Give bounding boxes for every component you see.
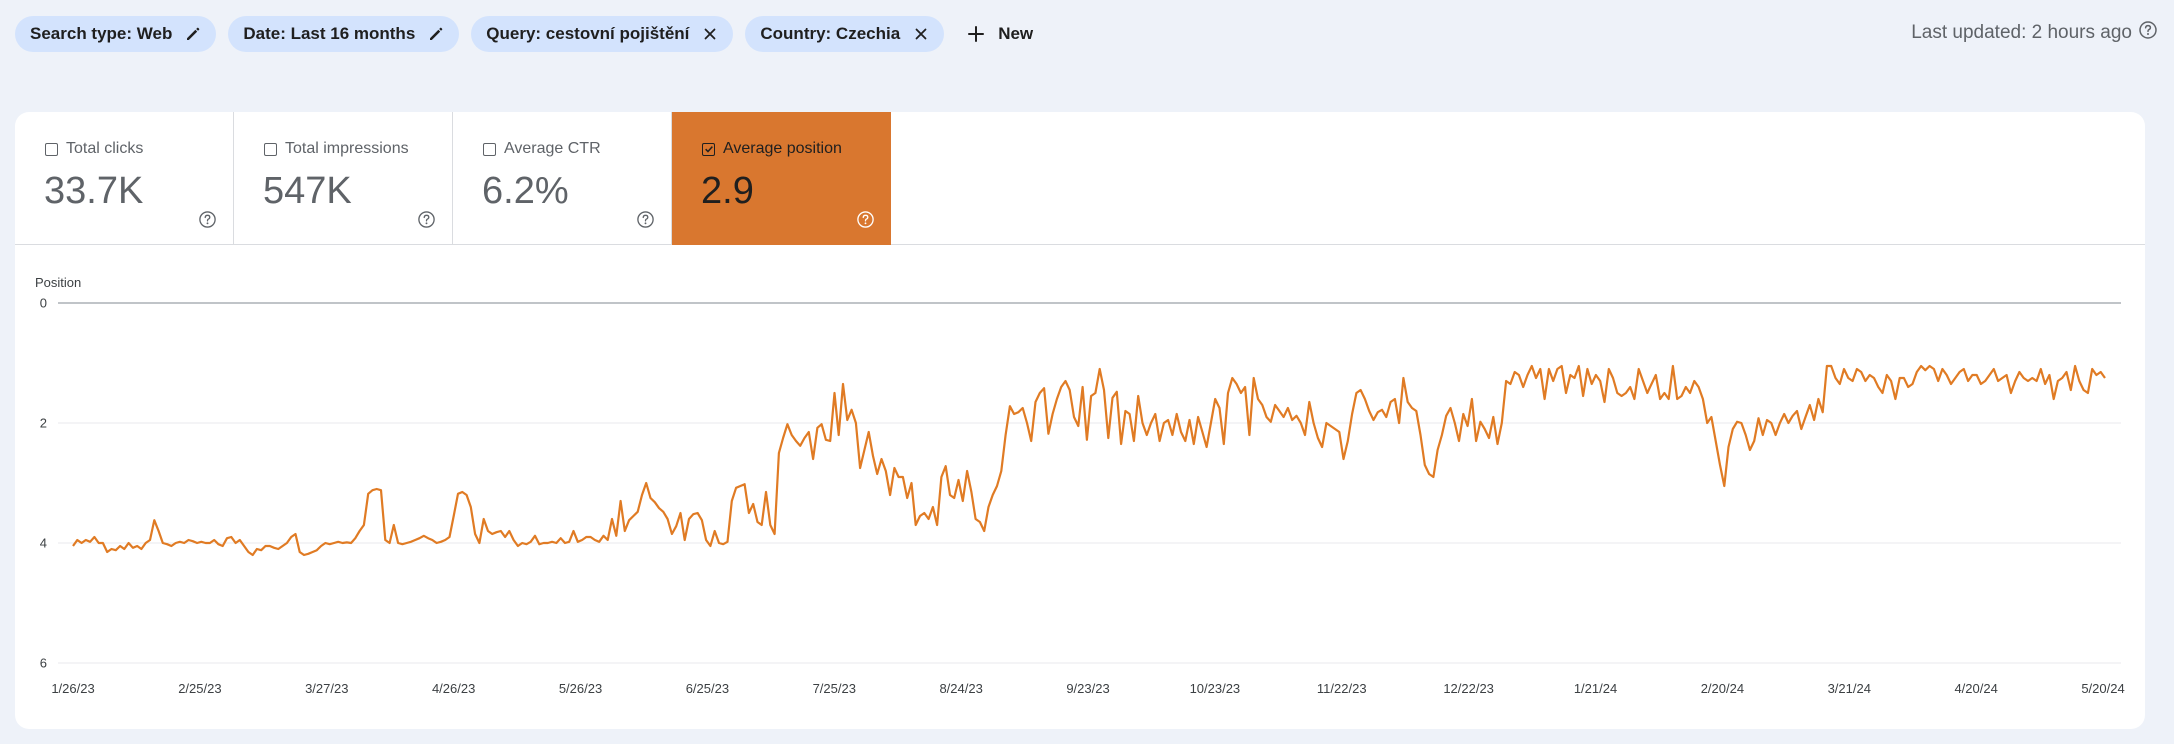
metric-checkbox[interactable] bbox=[483, 142, 496, 156]
metric-tab[interactable]: Total impressions 547K bbox=[234, 112, 453, 245]
y-tick-label: 6 bbox=[40, 656, 47, 671]
metric-label: Total clicks bbox=[66, 140, 144, 157]
x-tick-label: 4/20/24 bbox=[1954, 681, 1997, 696]
metric-value: 33.7K bbox=[44, 170, 144, 212]
y-tick-label: 2 bbox=[40, 416, 47, 431]
last-updated-label: Last updated: 2 hours ago bbox=[1911, 22, 2132, 43]
filter-chip-label: Search type: Web bbox=[30, 24, 173, 43]
x-tick-label: 5/26/23 bbox=[559, 681, 602, 696]
help-icon[interactable] bbox=[417, 210, 436, 229]
metric-header: Average CTR bbox=[483, 140, 601, 158]
filter-chip-label: Query: cestovní pojištění bbox=[486, 24, 690, 43]
new-filter-label: New bbox=[998, 24, 1034, 43]
x-tick-label: 10/23/23 bbox=[1190, 681, 1241, 696]
metric-label: Average position bbox=[723, 140, 842, 157]
x-tick-label: 7/25/23 bbox=[813, 681, 856, 696]
metric-tab[interactable]: Average CTR 6.2% bbox=[453, 112, 672, 245]
metric-header: Total clicks bbox=[45, 140, 143, 158]
x-tick-label: 9/23/23 bbox=[1066, 681, 1109, 696]
x-tick-label: 1/26/23 bbox=[51, 681, 94, 696]
filter-chip[interactable]: Date: Last 16 months bbox=[228, 16, 460, 52]
metric-tab[interactable]: Average position 2.9 bbox=[672, 112, 891, 245]
performance-card: Total clicks 33.7K Total impressions 547K Av… bbox=[15, 112, 2145, 729]
x-tick-label: 6/25/23 bbox=[686, 681, 729, 696]
plus-icon bbox=[966, 24, 986, 44]
help-icon[interactable] bbox=[636, 210, 655, 229]
x-tick-label: 4/26/23 bbox=[432, 681, 475, 696]
divider bbox=[891, 244, 2145, 245]
help-icon[interactable] bbox=[856, 210, 875, 229]
filter-chip-label: Date: Last 16 months bbox=[243, 24, 416, 43]
help-icon[interactable] bbox=[198, 210, 217, 229]
pencil-icon[interactable] bbox=[427, 25, 445, 43]
x-tick-label: 2/25/23 bbox=[178, 681, 221, 696]
pencil-icon[interactable] bbox=[184, 25, 202, 43]
new-filter-button[interactable]: New bbox=[956, 16, 1043, 52]
x-tick-label: 1/21/24 bbox=[1574, 681, 1617, 696]
metric-header: Average position bbox=[702, 140, 842, 158]
metric-header: Total impressions bbox=[264, 140, 409, 158]
metric-label: Total impressions bbox=[285, 140, 409, 157]
metric-checkbox[interactable] bbox=[264, 142, 277, 156]
metric-checkbox[interactable] bbox=[45, 142, 58, 156]
y-axis-title: Position bbox=[35, 275, 81, 290]
metric-tabs: Total clicks 33.7K Total impressions 547K Av… bbox=[15, 112, 891, 245]
metric-value: 6.2% bbox=[482, 170, 569, 212]
x-tick-label: 8/24/23 bbox=[939, 681, 982, 696]
x-tick-label: 3/21/24 bbox=[1828, 681, 1871, 696]
y-tick-label: 0 bbox=[40, 296, 47, 311]
filter-chip[interactable]: Query: cestovní pojištění bbox=[471, 16, 734, 52]
metric-label: Average CTR bbox=[504, 140, 601, 157]
x-tick-label: 2/20/24 bbox=[1701, 681, 1744, 696]
y-tick-label: 4 bbox=[40, 536, 47, 551]
last-updated: Last updated: 2 hours ago bbox=[1911, 20, 2158, 46]
filter-bar: Search type: Web Date: Last 16 months Quer… bbox=[15, 15, 1043, 53]
x-tick-label: 3/27/23 bbox=[305, 681, 348, 696]
position-chart: Position 0 2 4 6 1/26/23 2/25/23 3/27/23 4/26/23… bbox=[35, 275, 2125, 696]
filter-chip[interactable]: Search type: Web bbox=[15, 16, 217, 52]
close-icon[interactable] bbox=[912, 25, 930, 43]
metric-value: 547K bbox=[263, 170, 352, 212]
metric-tab[interactable]: Total clicks 33.7K bbox=[15, 112, 234, 245]
x-tick-label: 5/20/24 bbox=[2081, 681, 2124, 696]
help-icon[interactable] bbox=[2138, 20, 2158, 46]
x-tick-label: 11/22/23 bbox=[1317, 681, 1367, 696]
metric-value: 2.9 bbox=[701, 170, 754, 212]
filter-chip[interactable]: Country: Czechia bbox=[745, 16, 945, 52]
filter-chip-label: Country: Czechia bbox=[760, 24, 901, 43]
close-icon[interactable] bbox=[701, 25, 719, 43]
metric-checkbox[interactable] bbox=[702, 142, 715, 156]
x-tick-label: 12/22/23 bbox=[1443, 681, 1494, 696]
series-line bbox=[72, 364, 2106, 557]
